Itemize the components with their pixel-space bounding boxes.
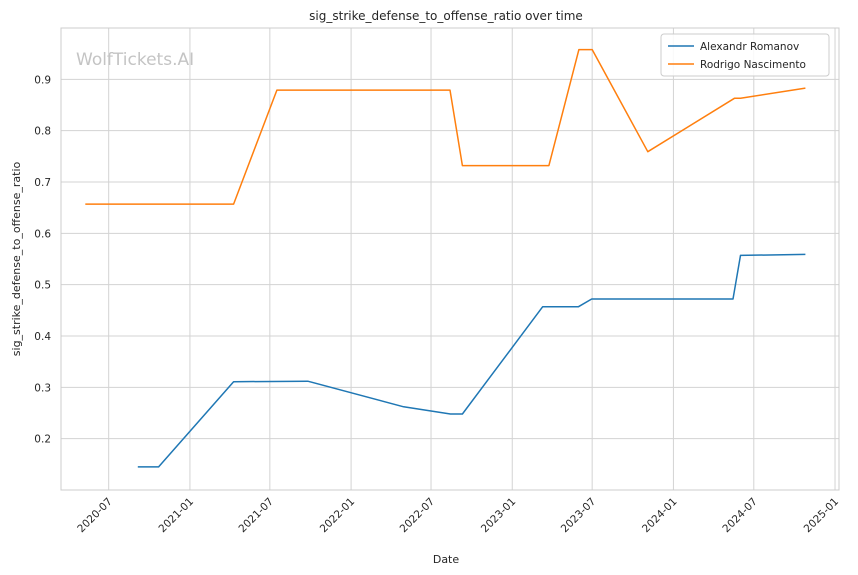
- grid: [61, 28, 839, 490]
- y-tick-label: 0.6: [34, 228, 51, 240]
- chart-title: sig_strike_defense_to_offense_ratio over…: [309, 9, 583, 23]
- y-tick-label: 0.3: [34, 382, 51, 394]
- x-tick-label: 2022-01: [318, 496, 358, 536]
- x-tick-label: 2021-01: [157, 496, 197, 536]
- y-tick-label: 0.9: [34, 74, 51, 86]
- x-tick-labels: 2020-07 2021-01 2021-07 2022-01 2022-07 2023-…: [75, 496, 841, 536]
- legend: Alexandr Romanov Rodrigo Nascimento: [660, 33, 830, 77]
- legend-box: [660, 33, 830, 77]
- y-tick-label: 0.2: [34, 434, 51, 446]
- y-tick-label: 0.4: [34, 331, 51, 343]
- x-tick-label: 2025-01: [802, 496, 842, 536]
- x-axis-label: Date: [433, 553, 460, 566]
- x-tick-label: 2024-07: [720, 496, 760, 536]
- y-tick-label: 0.7: [34, 177, 51, 189]
- series-line-alexandr-romanov: [137, 253, 806, 468]
- series-layer: [85, 48, 806, 468]
- legend-label: Alexandr Romanov: [700, 41, 799, 53]
- x-tick-label: 2021-07: [236, 496, 276, 536]
- x-tick-label: 2023-07: [559, 496, 599, 536]
- plot-frame: [60, 27, 840, 491]
- x-tick-label: 2024-01: [640, 496, 680, 536]
- x-tick-label: 2020-07: [75, 496, 115, 536]
- watermark: WolfTickets.AI: [76, 50, 194, 70]
- y-axis-label: sig_strike_defense_to_offense_ratio: [10, 162, 23, 357]
- series-line-rodrigo-nascimento: [85, 48, 806, 205]
- x-tick-label: 2022-07: [398, 496, 438, 536]
- x-tick-label: 2023-01: [479, 496, 519, 536]
- y-tick-labels: 0.2 0.3 0.4 0.5 0.6 0.7 0.8 0.9: [34, 74, 51, 445]
- legend-label: Rodrigo Nascimento: [700, 59, 806, 71]
- y-tick-label: 0.5: [34, 280, 51, 292]
- y-tick-label: 0.8: [34, 126, 51, 138]
